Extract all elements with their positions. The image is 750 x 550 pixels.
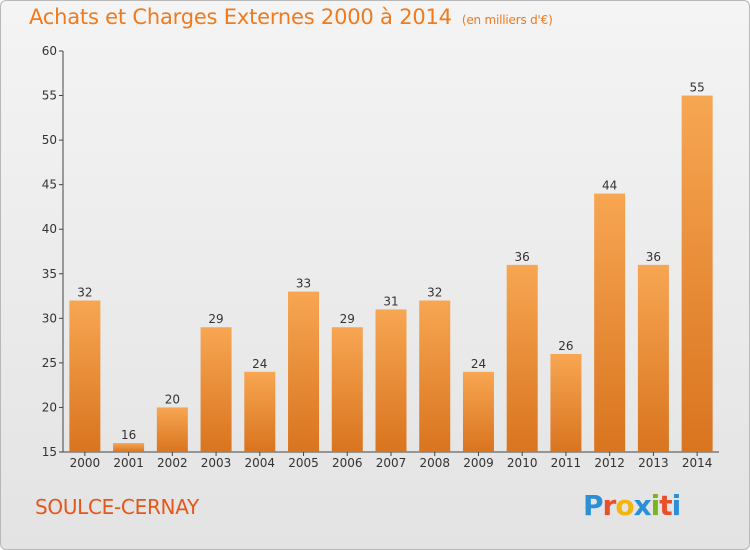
x-tick-label: 2006 [332,456,363,470]
bar-2001 [113,443,145,452]
bar-2012 [594,193,626,453]
y-tick-label: 35 [42,267,57,281]
y-tick-label: 20 [42,400,57,414]
y-tick-label: 50 [42,133,57,147]
logo-letter: t [659,489,672,522]
bar-2009 [462,371,494,452]
y-tick-label: 30 [42,311,57,325]
logo-letter: r [602,489,617,522]
bar-2011 [550,353,582,452]
value-label: 29 [340,312,355,326]
logo-letter: o [615,489,634,522]
chart-unit: (en milliers d'€) [461,13,553,27]
y-tick-label: 25 [42,356,57,370]
logo-letter: i [650,489,661,522]
bar-2003 [200,327,232,452]
x-tick-label: 2012 [594,456,625,470]
value-label: 33 [296,277,311,291]
chart-title-text: Achats et Charges Externes 2000 à 2014 [29,5,452,29]
y-tick-label: 40 [42,222,57,236]
logo-letter: P [583,489,604,522]
bar-2004 [244,371,276,452]
x-tick-label: 2004 [245,456,276,470]
bar-2013 [637,264,669,452]
x-tick-label: 2009 [463,456,494,470]
x-tick-label: 2010 [507,456,538,470]
x-tick-label: 2002 [157,456,188,470]
x-tick-label: 2001 [113,456,144,470]
value-label: 32 [77,286,92,300]
chart-bars: 32 16 20 29 24 33 29 31 32 24 36 26 44 36 55 [69,81,713,453]
value-label: 31 [383,294,398,308]
chart-title: Achats et Charges Externes 2000 à 2014 (e… [29,5,553,29]
x-tick-label: 2005 [288,456,319,470]
bar-2006 [331,327,363,452]
bar-2000 [69,300,101,452]
logo-letter: x [633,489,652,522]
chart-axes: 15 20 25 30 35 40 45 50 55 60 2000 2001 2002 2003 2004… [42,44,719,470]
value-label: 55 [689,81,704,95]
x-tick-label: 2011 [551,456,582,470]
logo-letter: i [671,489,682,522]
bar-2007 [375,309,407,452]
value-label: 36 [515,250,530,264]
bar-2002 [156,407,188,452]
x-tick-label: 2008 [419,456,450,470]
x-tick-label: 2003 [201,456,232,470]
y-tick-label: 60 [42,44,57,58]
commune-name: SOULCE-CERNAY [35,495,199,519]
y-tick-label: 55 [42,89,57,103]
bar-2014 [681,95,713,453]
bar-2008 [419,300,451,452]
value-label: 32 [427,286,442,300]
value-label: 20 [165,392,180,406]
bar-2005 [288,291,320,452]
value-label: 24 [471,357,486,371]
value-label: 26 [558,339,573,353]
x-tick-label: 2000 [70,456,101,470]
value-label: 29 [208,312,223,326]
y-tick-label: 15 [42,445,57,459]
x-tick-label: 2013 [638,456,669,470]
value-label: 36 [646,250,661,264]
value-label: 24 [252,357,267,371]
bar-2010 [506,264,538,452]
value-label: 16 [121,428,136,442]
x-tick-label: 2007 [376,456,407,470]
y-tick-label: 45 [42,178,57,192]
x-tick-label: 2014 [682,456,713,470]
proxiti-logo[interactable]: Proxiti [583,489,682,522]
value-label: 44 [602,179,617,193]
